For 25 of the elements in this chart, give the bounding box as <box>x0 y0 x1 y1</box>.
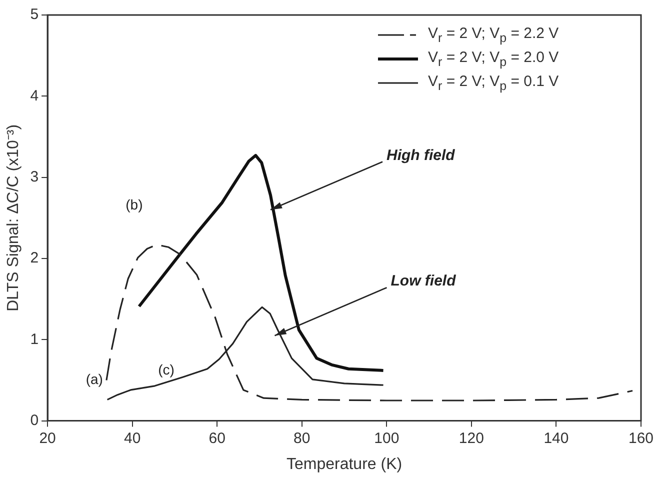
y-tick-label: 1 <box>30 330 39 348</box>
x-tick-label: 20 <box>39 430 56 447</box>
y-tick-label: 3 <box>30 168 39 186</box>
x-tick-label: 40 <box>124 430 141 447</box>
y-tick-label: 5 <box>30 6 39 24</box>
x-tick-label: 160 <box>628 430 654 447</box>
x-tick-label: 60 <box>208 430 226 447</box>
y-tick-label: 0 <box>30 412 39 429</box>
annotation: (c) <box>158 361 174 378</box>
x-tick-label: 80 <box>294 430 310 447</box>
x-tick-label: 140 <box>544 430 569 447</box>
legend-label: V$_{r}$ = 2 V; V$_{p}$ = 0.1 V <box>428 73 559 93</box>
x-tick-label: 100 <box>374 430 400 447</box>
annotation: (b) <box>126 196 143 213</box>
annotation: (a) <box>86 371 103 388</box>
y-axis-title: DLTS Signal: ΔC/C (x10⁻³) <box>5 124 22 312</box>
annotation: Low field <box>390 272 457 290</box>
legend-label: V$_{r}$ = 2 V; V$_{p}$ = 2.0 V <box>428 49 559 69</box>
x-axis-title: Temperature (K) <box>286 456 402 473</box>
y-tick-label: 2 <box>30 250 39 267</box>
legend-label: V$_{r}$ = 2 V; V$_{p}$ = 2.2 V <box>428 25 559 45</box>
annotation: High field <box>386 146 456 164</box>
x-tick-label: 120 <box>458 430 484 447</box>
line-series <box>106 244 634 402</box>
y-tick-label: 4 <box>30 87 39 104</box>
